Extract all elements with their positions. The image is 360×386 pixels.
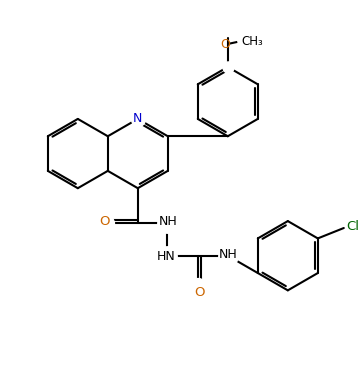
Text: O: O (99, 215, 110, 228)
Text: O: O (220, 38, 230, 51)
Text: HN: HN (157, 251, 176, 263)
Text: O: O (194, 286, 204, 299)
Text: Cl: Cl (346, 220, 359, 233)
Text: CH₃: CH₃ (241, 35, 263, 48)
Text: NH: NH (219, 248, 238, 261)
Text: N: N (133, 112, 143, 125)
Text: NH: NH (159, 215, 177, 228)
